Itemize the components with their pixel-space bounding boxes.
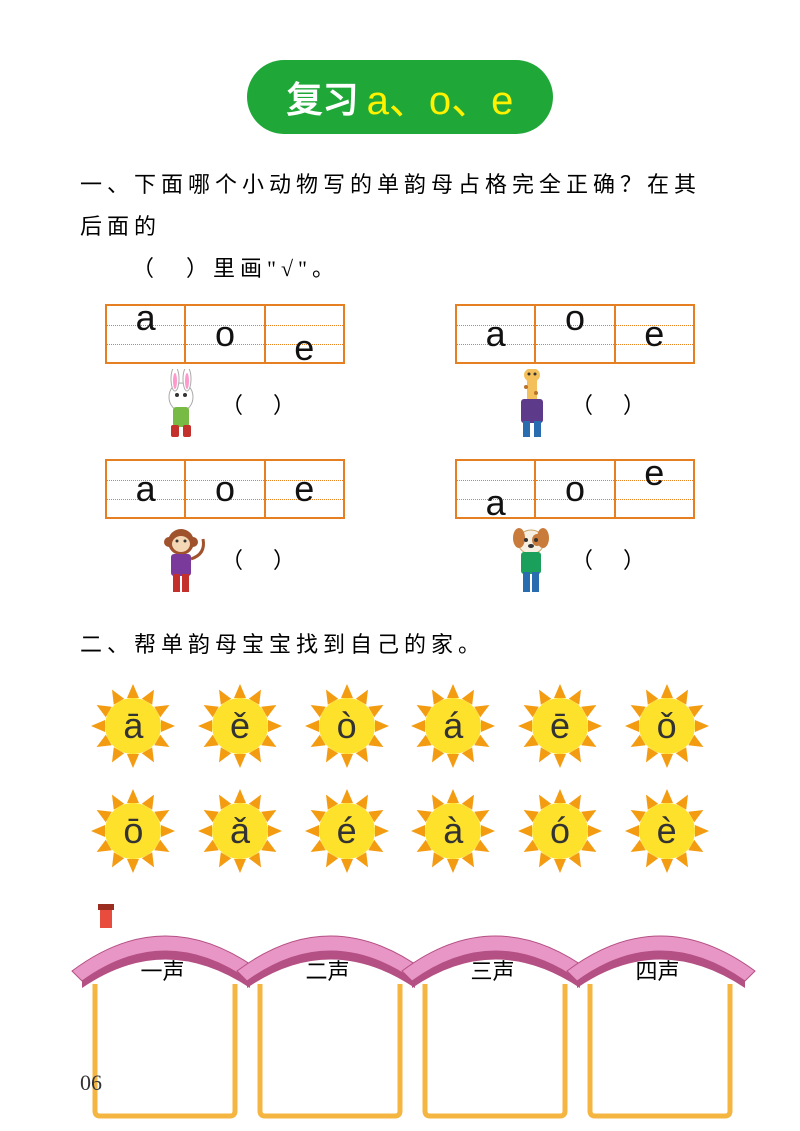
house-label: 二声 — [245, 954, 410, 986]
writing-box: a o e — [105, 304, 345, 364]
q2-instruction: 二、帮单韵母宝宝找到自己的家。 — [80, 624, 720, 666]
q1-item-0: a o e （ ） — [90, 304, 360, 439]
sun-letter: ǒ — [657, 705, 677, 747]
sun-letter: ó — [550, 810, 570, 852]
sun-letter: à — [443, 810, 463, 852]
q1-instruction: 一、下面哪个小动物写的单韵母占格完全正确？在其后面的 （ ）里画"√"。 — [80, 164, 720, 289]
writing-box: a o e — [455, 304, 695, 364]
sun: à — [408, 786, 498, 876]
q1-item-2: a o e （ ） — [90, 459, 360, 594]
monkey-icon — [151, 524, 211, 594]
sun: è — [622, 786, 712, 876]
paren[interactable]: （ ） — [571, 543, 649, 575]
title-prefix: 复习 — [287, 71, 359, 123]
q1-line1: 一、下面哪个小动物写的单韵母占格完全正确？在其后面的 — [80, 164, 720, 248]
title-letters: a、o、e — [367, 68, 514, 126]
letter: a — [486, 485, 506, 521]
paren[interactable]: （ ） — [571, 388, 649, 420]
sun-letter: è — [657, 810, 677, 852]
page-number: 06 — [80, 1070, 102, 1096]
sun: ǒ — [622, 681, 712, 771]
house-4: 四声 — [575, 916, 740, 1121]
sun-letter: ǎ — [230, 810, 250, 852]
giraffe-icon — [501, 369, 561, 439]
writing-box: a o e — [105, 459, 345, 519]
sun: é — [302, 786, 392, 876]
sun-letter: á — [443, 705, 463, 747]
page-title: 复习 a、o、e — [247, 60, 554, 134]
letter: e — [294, 330, 314, 366]
sun: á — [408, 681, 498, 771]
q1-line2: （ ）里画"√"。 — [80, 248, 720, 290]
house-label: 三声 — [410, 954, 575, 986]
letter: a — [136, 300, 156, 336]
letter: o — [215, 471, 235, 507]
letter: a — [486, 316, 506, 352]
letter: e — [644, 316, 664, 352]
dog-icon — [501, 524, 561, 594]
sun: ó — [515, 786, 605, 876]
sun: ō — [88, 786, 178, 876]
house-label: 一声 — [80, 954, 245, 986]
houses-row: 一声 二声 三声 四声 — [80, 916, 720, 1121]
sun-letter: ē — [550, 705, 570, 747]
writing-box: a o e — [455, 459, 695, 519]
sun: ē — [515, 681, 605, 771]
letter: o — [565, 471, 585, 507]
house-3: 三声 — [410, 916, 575, 1121]
house-2: 二声 — [245, 916, 410, 1121]
sun: ò — [302, 681, 392, 771]
letter: o — [565, 300, 585, 336]
suns-row-2: ō ǎ é à ó è — [80, 786, 720, 876]
q1-grid: a o e （ ） a o e — [80, 304, 720, 594]
letter: o — [215, 316, 235, 352]
letter: e — [644, 455, 664, 491]
sun-letter: ě — [230, 705, 250, 747]
house-label: 四声 — [575, 954, 740, 986]
sun-letter: ā — [123, 705, 143, 747]
sun: ě — [195, 681, 285, 771]
house-1: 一声 — [80, 916, 245, 1121]
sun: ǎ — [195, 786, 285, 876]
q1-item-3: a o e （ ） — [440, 459, 710, 594]
q1-item-1: a o e （ ） — [440, 304, 710, 439]
sun-letter: ò — [337, 705, 357, 747]
letter: a — [136, 471, 156, 507]
sun: ā — [88, 681, 178, 771]
sun-letter: ō — [123, 810, 143, 852]
paren[interactable]: （ ） — [221, 388, 299, 420]
suns-row-1: ā ě ò á ē ǒ — [80, 681, 720, 771]
paren[interactable]: （ ） — [221, 543, 299, 575]
letter: e — [294, 471, 314, 507]
rabbit-icon — [151, 369, 211, 439]
sun-letter: é — [337, 810, 357, 852]
